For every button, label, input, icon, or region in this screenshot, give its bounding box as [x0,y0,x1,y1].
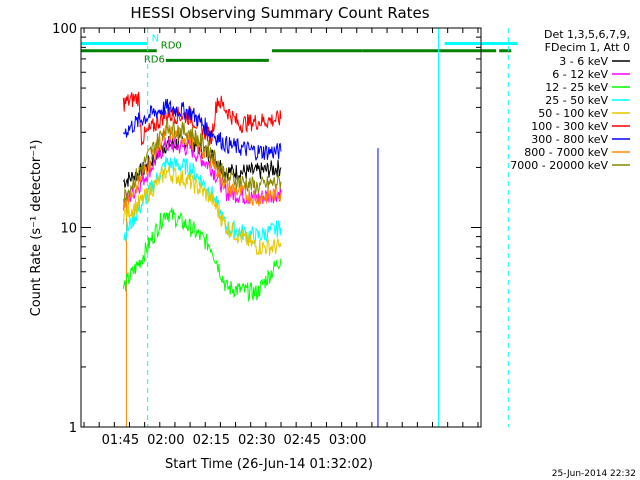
y-tick-label: 1 [69,421,77,436]
chart-title: HESSI Observing Summary Count Rates [130,4,429,22]
series-line [122,166,282,256]
x-tick-label: 02:30 [238,433,275,448]
x-tick-label: 02:00 [147,433,184,448]
flag-bar-label: N [152,34,159,45]
legend: Det 1,3,5,6,7,9, FDecim 1, Att 0 3 - 6 k… [510,28,630,172]
legend-label: 800 - 7000 keV [524,146,608,159]
x-axis-ticks: 01:45 02:00 02:15 02:30 02:45 03:00 [83,28,479,448]
series-line [122,98,282,161]
y-axis-ticks: 1 10 100 [52,22,481,436]
legend-header-2: FDecim 1, Att 0 [545,41,630,54]
legend-label: 100 - 300 keV [531,120,608,133]
legend-label: 25 - 50 keV [545,94,608,107]
x-tick-label: 03:00 [329,433,366,448]
footer-timestamp: 25-Jun-2014 22:32 [552,469,636,479]
flag-bar-label: RD6 [144,54,165,65]
x-tick-label: 02:15 [193,433,230,448]
y-tick-label: 100 [52,22,77,37]
series-line [122,137,282,211]
legend-label: 50 - 100 keV [538,107,608,120]
legend-header-1: Det 1,3,5,6,7,9, [544,28,630,41]
legend-label: 300 - 800 keV [531,133,608,146]
y-axis-label: Count Rate (s⁻¹ detector⁻¹) [29,140,44,317]
legend-label: 12 - 25 keV [545,81,608,94]
vertical-markers [80,28,509,427]
x-tick-label: 02:45 [283,433,320,448]
series-line [122,207,282,303]
flag-bar-label: RD0 [161,41,182,52]
series-lines [122,91,282,303]
x-tick-label: 01:45 [102,433,139,448]
y-tick-label: 10 [60,222,77,237]
legend-label: 7000 - 20000 keV [510,159,608,172]
legend-label: 3 - 6 keV [559,55,608,68]
x-axis-label: Start Time (26-Jun-14 01:32:02) [165,457,373,472]
legend-label: 6 - 12 keV [552,68,608,81]
series-line [122,118,282,203]
